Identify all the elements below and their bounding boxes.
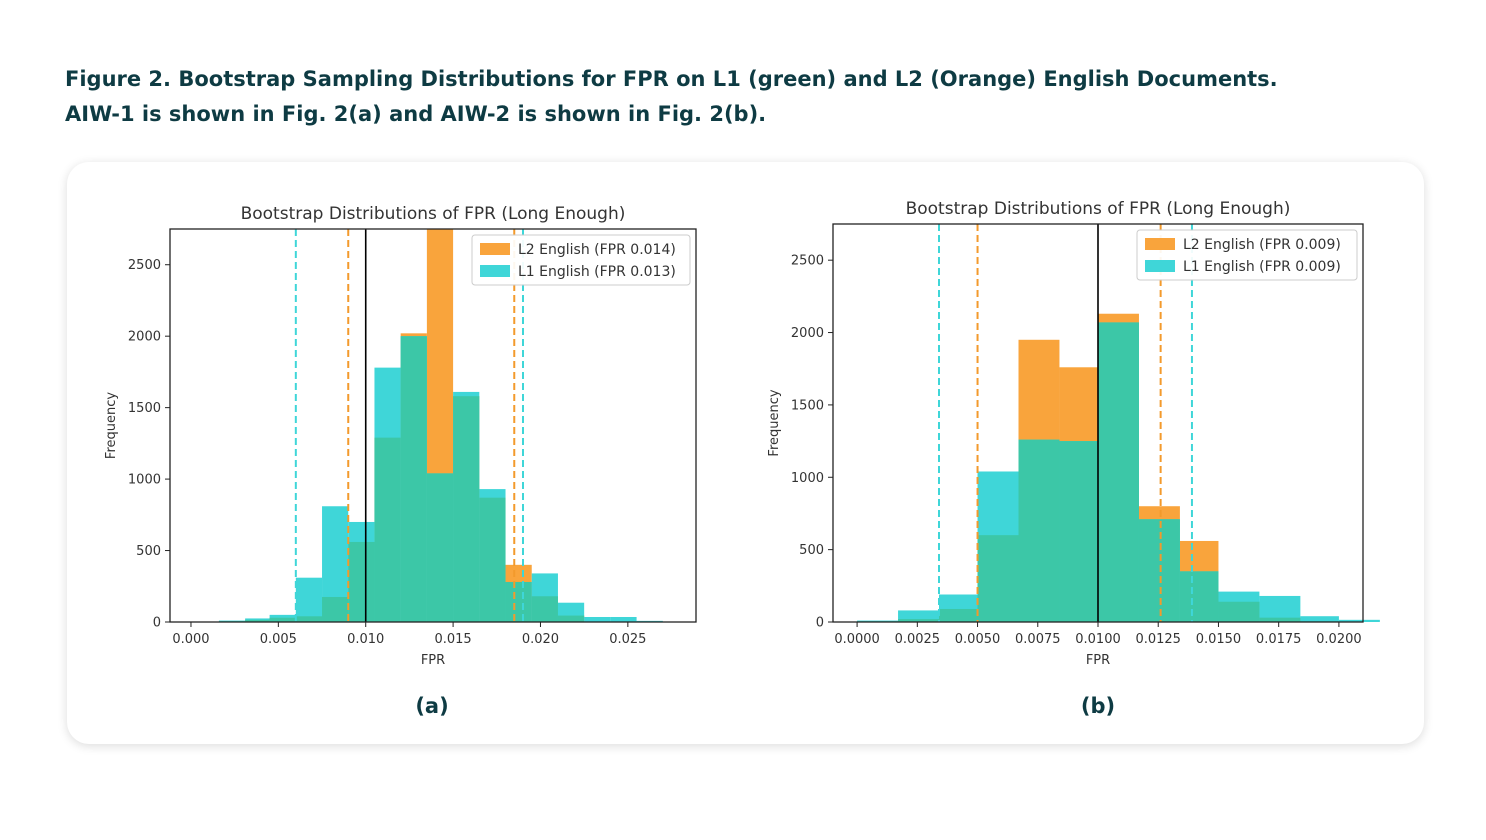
y-axis-label: Frequency: [104, 392, 119, 459]
overlap-bar: [1259, 617, 1301, 622]
legend-label-l2: L2 English (FPR 0.009): [1183, 237, 1341, 253]
x-tick-label: 0.010: [347, 632, 384, 647]
y-tick-label: 2000: [128, 330, 161, 345]
chart-b: Bootstrap Distributions of FPR (Long Eno…: [767, 199, 1380, 668]
legend-swatch-l1: [1145, 260, 1175, 272]
l1-bar: [584, 616, 611, 622]
chart-title: Bootstrap Distributions of FPR (Long Eno…: [241, 204, 626, 224]
x-axis-label: FPR: [421, 653, 445, 668]
chart-a: Bootstrap Distributions of FPR (Long Eno…: [104, 204, 697, 668]
overlap-bar: [426, 473, 454, 622]
y-tick-label: 1000: [128, 473, 161, 488]
overlap-bar: [1018, 439, 1060, 622]
y-tick-label: 2500: [791, 254, 824, 269]
overlap-bar: [400, 336, 427, 622]
overlap-bar: [479, 497, 506, 622]
x-tick-label: 0.0125: [1135, 632, 1181, 647]
overlap-bar: [1218, 601, 1260, 622]
l1-bar: [898, 610, 939, 622]
legend-swatch-l1: [480, 265, 510, 277]
figure-caption: Figure 2. Bootstrap Sampling Distributio…: [65, 62, 1365, 132]
y-tick-label: 1500: [128, 401, 161, 416]
y-tick-label: 1000: [791, 471, 824, 486]
l1-bar: [1300, 616, 1339, 622]
overlap-bar: [453, 396, 480, 622]
legend-box: [1136, 229, 1358, 281]
overlap-bar: [269, 617, 296, 622]
chart-title: Bootstrap Distributions of FPR (Long Eno…: [906, 199, 1291, 219]
y-tick-label: 500: [136, 544, 161, 559]
y-tick-label: 1500: [791, 398, 824, 413]
overlap-bar: [505, 581, 532, 622]
x-tick-label: 0.020: [522, 632, 559, 647]
overlap-bar: [557, 615, 585, 622]
x-tick-label: 0.0200: [1316, 632, 1362, 647]
legend-box: [471, 234, 691, 286]
y-axis-label: Frequency: [767, 389, 782, 456]
y-tick-label: 2000: [791, 326, 824, 341]
legend-label-l1: L1 English (FPR 0.009): [1183, 259, 1341, 275]
y-tick-label: 500: [799, 543, 824, 558]
overlap-bar: [245, 619, 270, 622]
overlap-bar: [939, 608, 978, 622]
legend-label-l1: L1 English (FPR 0.013): [518, 264, 676, 280]
x-tick-label: 0.0050: [955, 632, 1001, 647]
overlap-bar: [1179, 571, 1219, 622]
overlap-bar: [898, 619, 939, 622]
caption-line-1: Figure 2. Bootstrap Sampling Distributio…: [65, 67, 1278, 91]
y-tick-label: 0: [153, 616, 161, 631]
x-tick-label: 0.0025: [895, 632, 941, 647]
overlap-bar: [374, 437, 401, 622]
x-tick-label: 0.0175: [1256, 632, 1302, 647]
overlap-bar: [531, 596, 558, 622]
l1-bar: [295, 577, 323, 622]
overlap-bar: [348, 541, 375, 622]
overlap-bar: [1138, 519, 1180, 622]
y-tick-label: 0: [816, 616, 824, 631]
x-tick-label: 0.015: [434, 632, 471, 647]
plot-frame: [169, 228, 697, 623]
x-tick-label: 0.0100: [1075, 632, 1121, 647]
x-tick-label: 0.025: [609, 632, 646, 647]
overlap-bar: [977, 535, 1019, 622]
x-tick-label: 0.000: [172, 632, 209, 647]
panel-label-b: (b): [1080, 694, 1116, 718]
legend-label-l2: L2 English (FPR 0.014): [518, 242, 676, 258]
x-tick-label: 0.0075: [1015, 632, 1061, 647]
overlap-bar: [322, 596, 349, 622]
caption-line-2: AIW-1 is shown in Fig. 2(a) and AIW-2 is…: [65, 102, 767, 126]
l1-bar: [610, 616, 637, 622]
x-tick-label: 0.0150: [1196, 632, 1242, 647]
l1-bar: [1338, 619, 1380, 622]
x-axis-label: FPR: [1086, 653, 1110, 668]
x-tick-label: 0.0000: [834, 632, 880, 647]
legend-swatch-l2: [480, 243, 510, 255]
panel-label-a: (a): [415, 694, 449, 718]
y-tick-label: 2500: [128, 258, 161, 273]
overlap-bar: [1098, 322, 1139, 622]
overlap-bar: [1059, 441, 1098, 622]
x-tick-label: 0.005: [260, 632, 297, 647]
overlap-bar: [295, 616, 323, 622]
legend-swatch-l2: [1145, 238, 1175, 250]
